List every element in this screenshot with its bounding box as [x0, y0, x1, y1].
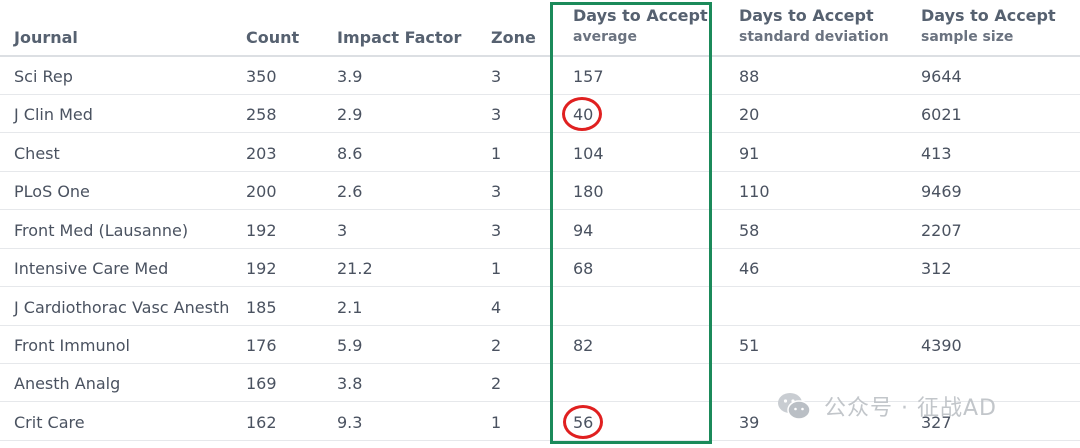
cell-impact-factor: 8.6	[337, 144, 363, 163]
cell-days-avg: 68	[573, 259, 594, 278]
cell-days-n: 413	[921, 144, 952, 163]
table-header: Journal Count Impact Factor Zone Days to…	[0, 0, 1080, 57]
cell-zone: 1	[491, 144, 502, 163]
table-row: Anesth Analg 169 3.8 2	[0, 364, 1080, 402]
header-journal[interactable]: Journal	[14, 28, 78, 47]
cell-days-sd: 58	[739, 221, 760, 240]
cell-journal: Front Med (Lausanne)	[14, 221, 189, 240]
watermark: 公众号 · 征战AD	[776, 388, 997, 424]
cell-days-avg: 94	[573, 221, 594, 240]
cell-days-sd: 51	[739, 336, 760, 355]
cell-journal: Crit Care	[14, 413, 85, 432]
cell-journal: Chest	[14, 144, 60, 163]
cell-zone: 2	[491, 336, 502, 355]
cell-count: 258	[246, 105, 277, 124]
header-impact-factor[interactable]: Impact Factor	[337, 28, 462, 47]
cell-count: 192	[246, 221, 277, 240]
cell-days-sd: 110	[739, 182, 770, 201]
cell-days-n: 2207	[921, 221, 962, 240]
table-row: PLoS One 200 2.6 3 180 110 9469	[0, 172, 1080, 210]
cell-zone: 3	[491, 221, 502, 240]
cell-count: 192	[246, 259, 277, 278]
table-row: Intensive Care Med 192 21.2 1 68 46 312	[0, 249, 1080, 287]
cell-journal: Anesth Analg	[14, 374, 121, 393]
cell-days-n: 9469	[921, 182, 962, 201]
cell-days-sd: 39	[739, 413, 760, 432]
cell-days-avg: 157	[573, 67, 604, 86]
cell-days-avg: 40	[573, 105, 594, 124]
cell-journal: J Cardiothorac Vasc Anesth	[14, 298, 230, 317]
cell-journal: Front Immunol	[14, 336, 130, 355]
cell-days-avg: 82	[573, 336, 594, 355]
cell-days-sd: 91	[739, 144, 760, 163]
watermark-text: 公众号 · 征战AD	[824, 396, 997, 421]
cell-days-n: 327	[921, 413, 952, 432]
cell-impact-factor: 21.2	[337, 259, 373, 278]
table-row: J Clin Med 258 2.9 3 40 20 6021	[0, 95, 1080, 133]
cell-zone: 4	[491, 298, 502, 317]
cell-impact-factor: 3.9	[337, 67, 363, 86]
cell-days-n: 4390	[921, 336, 962, 355]
cell-count: 176	[246, 336, 277, 355]
cell-impact-factor: 3.8	[337, 374, 363, 393]
cell-journal: J Clin Med	[14, 105, 93, 124]
header-days-sd-title: Days to Accept	[739, 6, 874, 25]
cell-count: 200	[246, 182, 277, 201]
cell-count: 350	[246, 67, 277, 86]
table-row: Front Med (Lausanne) 192 3 3 94 58 2207	[0, 211, 1080, 249]
cell-journal: Intensive Care Med	[14, 259, 169, 278]
cell-impact-factor: 5.9	[337, 336, 363, 355]
cell-count: 162	[246, 413, 277, 432]
cell-days-sd: 20	[739, 105, 760, 124]
table-row: Crit Care 162 9.3 1 56 39 327	[0, 403, 1080, 441]
header-days-avg-sub: average	[573, 29, 637, 45]
cell-impact-factor: 2.9	[337, 105, 363, 124]
cell-zone: 1	[491, 413, 502, 432]
header-zone[interactable]: Zone	[491, 28, 536, 47]
wechat-icon	[778, 393, 811, 420]
cell-zone: 2	[491, 374, 502, 393]
cell-zone: 3	[491, 182, 502, 201]
cell-days-avg: 56	[573, 413, 594, 432]
cell-days-sd: 46	[739, 259, 760, 278]
table-row: Sci Rep 350 3.9 3 157 88 9644	[0, 57, 1080, 95]
cell-zone: 3	[491, 67, 502, 86]
table-row: Front Immunol 176 5.9 2 82 51 4390	[0, 326, 1080, 364]
header-days-avg-title: Days to Accept	[573, 6, 708, 25]
cell-days-avg: 104	[573, 144, 604, 163]
cell-impact-factor: 3	[337, 221, 348, 240]
header-count[interactable]: Count	[246, 28, 300, 47]
cell-journal: PLoS One	[14, 182, 90, 201]
cell-journal: Sci Rep	[14, 67, 73, 86]
cell-impact-factor: 2.6	[337, 182, 363, 201]
header-days-n-title: Days to Accept	[921, 6, 1056, 25]
header-days-sd[interactable]: Days to Accept standard deviation	[739, 6, 889, 47]
cell-days-avg: 180	[573, 182, 604, 201]
cell-impact-factor: 2.1	[337, 298, 363, 317]
cell-count: 169	[246, 374, 277, 393]
cell-days-n: 9644	[921, 67, 962, 86]
cell-zone: 3	[491, 105, 502, 124]
table-row: Chest 203 8.6 1 104 91 413	[0, 134, 1080, 172]
cell-days-sd: 88	[739, 67, 760, 86]
cell-impact-factor: 9.3	[337, 413, 363, 432]
header-days-n-sub: sample size	[921, 29, 1014, 45]
header-days-avg[interactable]: Days to Accept average	[573, 6, 708, 47]
cell-zone: 1	[491, 259, 502, 278]
cell-days-n: 6021	[921, 105, 962, 124]
cell-count: 185	[246, 298, 277, 317]
cell-days-n: 312	[921, 259, 952, 278]
header-days-n[interactable]: Days to Accept sample size	[921, 6, 1056, 47]
table-row: J Cardiothorac Vasc Anesth 185 2.1 4	[0, 288, 1080, 326]
header-days-sd-sub: standard deviation	[739, 29, 889, 45]
cell-count: 203	[246, 144, 277, 163]
